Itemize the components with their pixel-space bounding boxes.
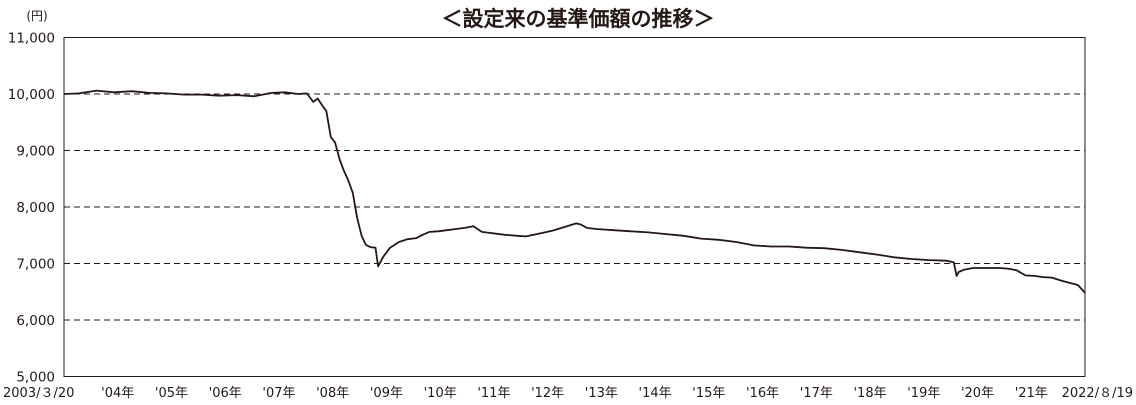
x-tick-label: '11年	[477, 386, 510, 401]
x-tick-label: '07年	[262, 386, 295, 401]
y-tick-label: 9,000	[16, 144, 55, 160]
x-tick-label: 2003/３/20	[3, 386, 74, 401]
x-tick-label: '19年	[907, 386, 940, 401]
y-axis-unit-label: (円)	[26, 9, 47, 23]
x-tick-label: '04年	[101, 386, 134, 401]
x-tick-label: '17年	[800, 386, 833, 401]
x-tick-label: '05年	[155, 386, 188, 401]
plot-frame	[63, 37, 1086, 377]
y-tick-label: 10,000	[8, 87, 55, 103]
x-tick-label: '18年	[853, 386, 886, 401]
x-tick-label: '13年	[585, 386, 618, 401]
y-tick-label: 6,000	[16, 313, 55, 329]
gridlines	[64, 93, 1085, 321]
chart-title: ＜設定来の基準価額の推移＞	[442, 7, 715, 31]
x-tick-label: '15年	[692, 386, 725, 401]
y-tick-label: 11,000	[8, 31, 55, 47]
x-tick-label: '12年	[531, 386, 564, 401]
x-tick-label: '10年	[424, 386, 457, 401]
axis-ticks: 5,000 6,000 7,000 8,000 9,000 10,000 11,000 200…	[3, 31, 1133, 402]
x-tick-label: 2022/８/19	[1062, 386, 1133, 401]
series-layer	[63, 89, 1086, 294]
x-tick-label: '21年	[1015, 386, 1048, 401]
nav-series-line	[63, 89, 1086, 294]
y-tick-label: 5,000	[16, 370, 55, 386]
x-tick-label: '08年	[316, 386, 349, 401]
x-tick-label: '06年	[209, 386, 242, 401]
x-tick-label: '16年	[746, 386, 779, 401]
x-tick-label: '14年	[639, 386, 672, 401]
x-tick-label: '20年	[961, 386, 994, 401]
y-tick-label: 7,000	[16, 257, 55, 273]
y-tick-label: 8,000	[16, 200, 55, 216]
x-tick-label: '09年	[370, 386, 403, 401]
